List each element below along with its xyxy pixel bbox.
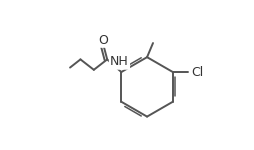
Text: NH: NH [110,56,129,69]
Text: Cl: Cl [191,66,204,79]
Text: O: O [99,34,108,47]
